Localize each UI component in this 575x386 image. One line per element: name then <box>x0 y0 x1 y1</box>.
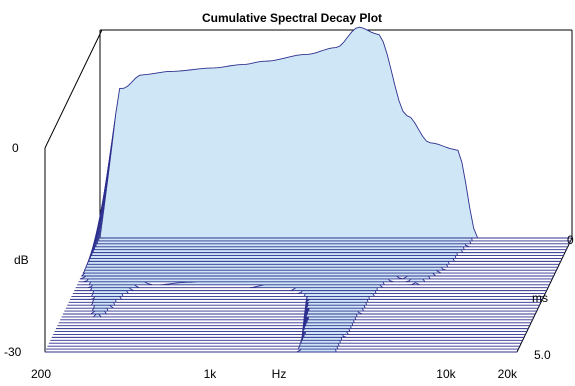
y-axis-label: dB <box>14 253 29 267</box>
decay-slice <box>65 166 539 309</box>
chart-title: Cumulative Spectral Decay Plot <box>202 11 382 25</box>
decay-slice <box>57 199 531 327</box>
decay-slice <box>68 155 542 303</box>
decay-slice <box>44 249 518 353</box>
x-tick-label: 10k <box>436 367 456 381</box>
decay-slice <box>53 216 526 335</box>
decay-slice <box>67 160 541 306</box>
y-tick-label: -30 <box>4 345 22 359</box>
decay-slice <box>51 222 525 338</box>
x-axis-label: Hz <box>272 367 287 381</box>
tick-labels: 200 1k 10k 20k 0 -30 0 5.0 <box>4 141 574 381</box>
z-tick-label: 5.0 <box>534 348 551 362</box>
decay-slice <box>64 172 538 312</box>
z-axis-label: ms <box>532 291 548 305</box>
frame-left-diagonal <box>44 29 103 149</box>
z-tick-label: 0 <box>567 233 574 247</box>
decay-slice <box>62 177 536 315</box>
x-tick-label: 20k <box>498 367 518 381</box>
decay-slice <box>55 205 529 330</box>
decay-slice <box>45 244 519 350</box>
decay-slices <box>44 26 573 353</box>
decay-slice <box>61 183 535 318</box>
decay-slice <box>54 210 528 332</box>
decay-slice <box>47 238 521 347</box>
y-tick-label: 0 <box>12 141 19 155</box>
decay-slice <box>99 26 573 239</box>
decay-slice <box>60 188 533 321</box>
decay-slice <box>48 233 522 344</box>
x-tick-label: 1k <box>204 367 218 381</box>
x-tick-label: 200 <box>31 367 51 381</box>
decay-slice <box>50 227 524 341</box>
decay-slice <box>58 194 532 324</box>
frame-right-diagonal <box>516 237 573 353</box>
